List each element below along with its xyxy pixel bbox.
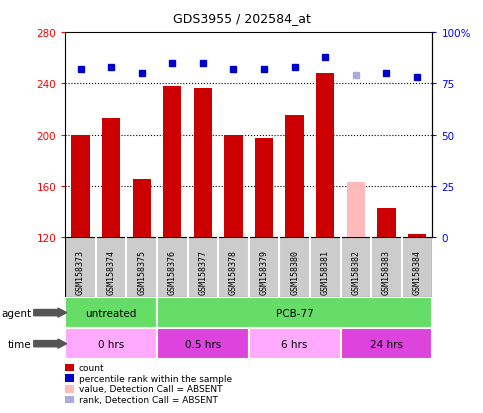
Bar [157,328,249,359]
Text: GSM158378: GSM158378 [229,249,238,294]
Bar [285,116,304,237]
Text: percentile rank within the sample: percentile rank within the sample [79,374,232,383]
Text: GSM158379: GSM158379 [259,249,269,294]
Bar [157,297,432,328]
Bar [377,208,396,237]
Text: GSM158381: GSM158381 [321,249,330,294]
Bar [71,135,90,237]
Bar [316,74,334,237]
Bar [65,297,157,328]
Text: rank, Detection Call = ABSENT: rank, Detection Call = ABSENT [79,395,218,404]
Text: time: time [8,339,31,349]
Text: GSM158375: GSM158375 [137,249,146,294]
Bar [341,328,432,359]
Text: GSM158373: GSM158373 [76,249,85,294]
Bar [65,328,157,359]
Bar [163,87,182,237]
Text: GSM158377: GSM158377 [199,249,207,294]
Bar [408,235,426,237]
Text: 24 hrs: 24 hrs [370,339,403,349]
Bar [347,183,365,237]
Text: value, Detection Call = ABSENT: value, Detection Call = ABSENT [79,385,222,394]
Bar [132,180,151,237]
Text: GSM158376: GSM158376 [168,249,177,294]
Text: untreated: untreated [85,308,137,318]
Bar [224,135,242,237]
Text: GDS3955 / 202584_at: GDS3955 / 202584_at [172,12,311,25]
Bar [255,139,273,237]
Text: 0 hrs: 0 hrs [98,339,124,349]
Text: GSM158384: GSM158384 [412,249,422,294]
Bar [102,119,120,237]
Text: agent: agent [1,308,31,318]
Text: 6 hrs: 6 hrs [282,339,308,349]
Text: 0.5 hrs: 0.5 hrs [185,339,221,349]
Bar [249,328,341,359]
Text: count: count [79,363,104,372]
Bar [194,89,212,237]
Text: GSM158382: GSM158382 [351,249,360,294]
Text: GSM158374: GSM158374 [107,249,115,294]
Text: GSM158380: GSM158380 [290,249,299,294]
Text: PCB-77: PCB-77 [276,308,313,318]
Text: GSM158383: GSM158383 [382,249,391,294]
